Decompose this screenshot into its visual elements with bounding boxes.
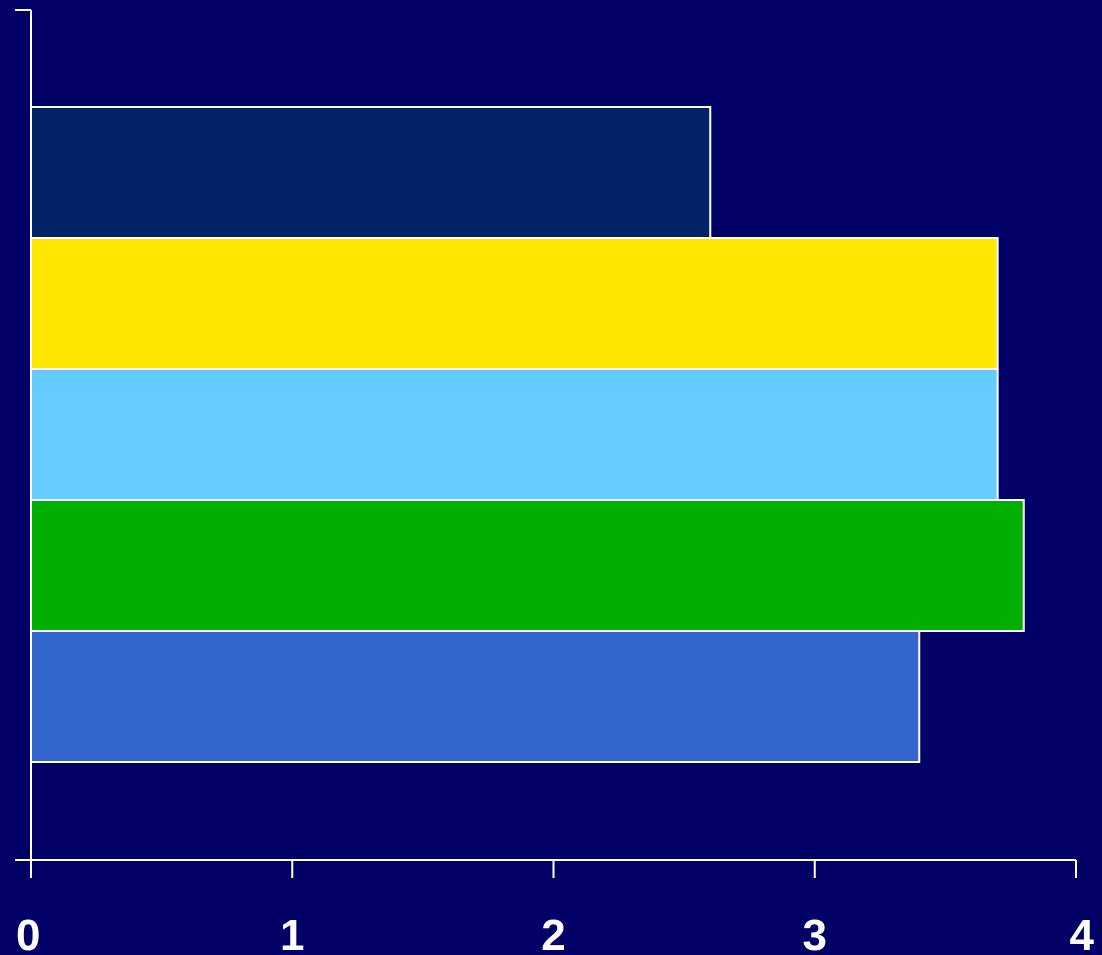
bar-4: [30, 499, 1025, 632]
x-tick-label-4: 4: [1070, 911, 1095, 955]
bar-1: [30, 106, 712, 239]
x-axis-ticks: 0 1 2 3 4: [16, 860, 1095, 955]
x-tick-label-2: 2: [541, 911, 565, 955]
x-tick-label-3: 3: [803, 911, 827, 955]
x-tick-label-1: 1: [280, 911, 304, 955]
bar-2: [30, 237, 999, 370]
bar-3: [30, 368, 999, 501]
bar-5: [30, 630, 921, 763]
x-tick-label-0: 0: [16, 911, 40, 955]
bars: [30, 106, 1025, 763]
